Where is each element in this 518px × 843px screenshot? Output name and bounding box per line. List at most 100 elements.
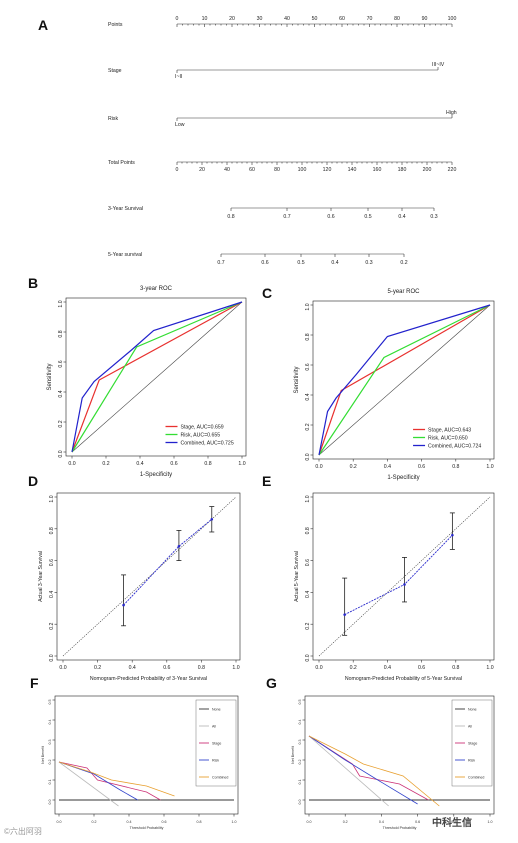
prob-tick-label: 0.6 [261, 260, 268, 266]
net-benefit-curve [308, 735, 389, 807]
calibration-point [210, 517, 214, 521]
roc-curve [71, 301, 243, 453]
x-axis-label: Threshold Probability [383, 826, 417, 830]
dca-panel-f: 0.0 0.2 0.4 0.6 0.8 1.0 0.0 0.1 0.2 0.3 0.4 0.5 Thre… [41, 695, 239, 830]
x-tick-label: 0.4 [127, 820, 132, 824]
calibration-point [122, 603, 125, 607]
prob-tick-label: 0.6 [327, 214, 334, 220]
roc-curve [318, 304, 491, 456]
prob-tick-label: 0.7 [283, 214, 290, 220]
scale-tick-label: 0 [176, 167, 179, 173]
y-tick-label: 0.1 [48, 780, 52, 785]
y-tick-label: 0.2 [298, 760, 302, 765]
net-benefit-curve [58, 761, 175, 797]
legend-label: All [468, 725, 472, 729]
y-tick-label: 0.2 [305, 423, 311, 430]
prob-tick-label: 0.3 [430, 214, 437, 220]
panel-letter-d: D [28, 473, 38, 489]
roc-curve [71, 301, 243, 453]
categorical-left-label: Low [175, 122, 185, 128]
x-tick-label: 0.8 [451, 820, 456, 824]
y-tick-label: 0.4 [48, 720, 52, 725]
plot-frame [65, 297, 247, 457]
plot-frame [312, 492, 495, 661]
scale-tick-label: 100 [298, 167, 307, 173]
y-tick-label: 0.4 [58, 390, 64, 397]
dca-panel-g: 0.0 0.2 0.4 0.6 0.8 1.0 0.0 0.1 0.2 0.3 0.4 0.5 Thre… [291, 695, 495, 830]
x-tick-label: 0.2 [350, 464, 357, 470]
scale-tick-label: 70 [367, 16, 373, 22]
scale-tick-label: 40 [224, 167, 230, 173]
y-tick-label: 0.0 [58, 450, 64, 457]
prob-tick-label: 0.4 [398, 214, 405, 220]
prob-tick-label: 0.2 [400, 260, 407, 266]
y-tick-label: 0.8 [49, 527, 55, 534]
x-tick-label: 1.0 [486, 464, 493, 470]
x-tick-label: 1.0 [486, 665, 493, 671]
ideal-line [318, 496, 491, 657]
panel-letter-f: F [30, 675, 39, 691]
y-tick-label: 0.6 [305, 363, 311, 370]
scale-tick-label: 10 [202, 16, 208, 22]
scale-tick-label: 120 [323, 167, 332, 173]
y-tick-label: 0.4 [305, 591, 311, 598]
y-tick-label: 0.5 [48, 700, 52, 705]
x-tick-label: 0.4 [129, 665, 136, 671]
x-tick-label: 0.8 [452, 665, 459, 671]
nomogram-row-1: Points 0 10 20 30 40 50 60 70 80 90 100 [108, 16, 456, 28]
watermark-left: ©六出阿羽 [4, 827, 42, 836]
y-tick-label: 0.4 [305, 393, 311, 400]
nomogram-row-label: 3-Year Survival [108, 206, 143, 212]
y-tick-label: 0.8 [58, 330, 64, 337]
x-tick-label: 0.6 [418, 464, 425, 470]
legend-label: All [212, 725, 216, 729]
prob-tick-label: 0.5 [297, 260, 304, 266]
legend-label: Combined [212, 776, 228, 780]
x-axis-label: 1-Specificity [140, 472, 172, 478]
plot-frame [312, 300, 495, 460]
panel-letter-c: C [262, 285, 272, 301]
legend-label: Risk, AUC=0.655 [181, 433, 221, 439]
legend-label: Stage, AUC=0.659 [181, 425, 224, 431]
scale-tick-label: 40 [284, 16, 290, 22]
legend-label: Risk, AUC=0.650 [428, 436, 468, 442]
legend-label: Combined, AUC=0.725 [181, 441, 234, 447]
scale-tick-label: 20 [229, 16, 235, 22]
panel-letter-e: E [262, 473, 271, 489]
net-benefit-curve [58, 761, 138, 801]
net-benefit-curve [308, 735, 418, 805]
scale-tick-label: 50 [312, 16, 318, 22]
watermark-right: 中科生信 [432, 818, 472, 829]
y-tick-label: 1.0 [58, 300, 64, 307]
x-tick-label: 0.0 [307, 820, 312, 824]
net-benefit-curve [308, 735, 429, 801]
x-tick-label: 0.0 [315, 464, 322, 470]
nomogram-row-label: 5-Year survival [108, 252, 142, 258]
reference-diagonal [318, 304, 491, 456]
roc-curve [71, 301, 243, 453]
calibration-panel-e: 0.0 0.2 0.4 0.6 0.8 1.0 0.0 0.2 0.4 0.6 0.8 1.0 Nomo… [294, 492, 495, 682]
chart-title: 3-year ROC [140, 286, 173, 292]
legend-label: Risk [468, 759, 475, 763]
x-tick-label: 1.0 [238, 461, 245, 467]
y-tick-label: 0.0 [48, 800, 52, 805]
legend-label: None [468, 708, 477, 712]
prob-tick-label: 0.3 [365, 260, 372, 266]
y-axis-label: Sensitivity [47, 363, 53, 390]
nomogram-row-6: 5-Year survival 0.7 0.6 0.5 0.4 0.3 0.2 [108, 252, 408, 266]
scale-tick-label: 30 [257, 16, 263, 22]
nomogram-row-label: Points [108, 22, 123, 28]
scale-tick-label: 20 [199, 167, 205, 173]
net-benefit-curve [58, 761, 119, 807]
calibration-point [177, 544, 181, 548]
roc-curve [318, 304, 491, 456]
prob-tick-label: 0.8 [227, 214, 234, 220]
net-benefit-curve [58, 761, 161, 801]
y-tick-label: 0.0 [298, 800, 302, 805]
plot-frame [56, 492, 241, 661]
prob-tick-label: 0.4 [331, 260, 338, 266]
panel-letter-b: B [28, 275, 38, 291]
x-axis-label: Nomogram-Predicted Probability of 3-Year… [90, 676, 207, 682]
legend-label: Stage [212, 742, 221, 746]
